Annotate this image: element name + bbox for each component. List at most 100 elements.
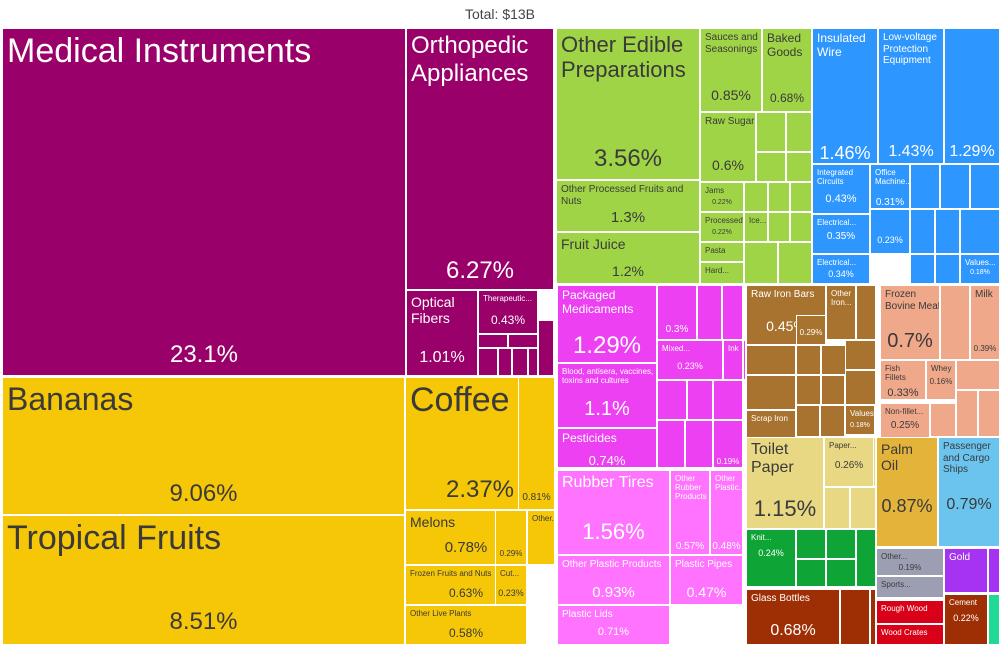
treemap-tile-0-19[interactable]: 0.19% [713, 420, 743, 468]
treemap-tile-pesticides[interactable]: Pesticides 0.74% [557, 428, 657, 468]
treemap-tile-ink[interactable]: Ink [723, 340, 743, 380]
treemap-tile-cut[interactable]: Cut... 0.23% [495, 565, 527, 605]
treemap-tile-0-3[interactable]: 0.3% [657, 285, 697, 340]
treemap-tile-wood-crates[interactable]: Wood Crates [876, 624, 944, 645]
treemap-tile-other-plastic-products[interactable]: Other Plastic Products 0.93% [557, 555, 670, 605]
treemap-tile-whey[interactable]: Whey 0.16% [926, 360, 956, 400]
treemap-tile-palm-oil[interactable]: Palm Oil 0.87% [876, 437, 938, 547]
treemap-tile-cement[interactable]: Cement 0.22% [944, 594, 988, 645]
tile-value: 1.56% [582, 519, 645, 544]
treemap-tile-raw-sugar[interactable]: Raw Sugar 0.6% [700, 112, 756, 182]
treemap-tile-mixed[interactable]: Mixed... 0.23% [657, 340, 723, 380]
treemap-tile-plastic-lids[interactable]: Plastic Lids 0.71% [557, 605, 670, 645]
treemap-tile-passenger-and-cargo-ships[interactable]: Passenger and Cargo Ships 0.79% [938, 437, 1000, 547]
tile-label: Baked Goods [767, 31, 803, 59]
treemap-subtile [756, 152, 786, 182]
treemap-subtile [796, 405, 820, 437]
treemap-tile-glass-bottles[interactable]: Glass Bottles 0.68% [746, 589, 840, 645]
treemap-tile-other[interactable]: Other... [527, 510, 555, 565]
treemap-tile-low-voltage-protection-equipment[interactable]: Low-voltage Protection Equipment 1.43% [878, 28, 944, 164]
tile-value: 0.7% [887, 330, 933, 352]
treemap-tile-toilet-paper[interactable]: Toilet Paper 1.15% [746, 437, 824, 529]
treemap-tile-baked-goods[interactable]: Baked Goods 0.68% [762, 28, 812, 112]
tile-label: Raw Sugar [705, 116, 755, 127]
treemap-subtile [538, 320, 554, 376]
treemap-tile-optical-fibers[interactable]: Optical Fibers 1.01% [406, 290, 478, 376]
treemap-tile-rubber-tires[interactable]: Rubber Tires 1.56% [557, 470, 670, 555]
treemap-tile-tropical-fruits[interactable]: Tropical Fruits 8.51% [2, 515, 405, 645]
treemap-tile-fish-fillets[interactable]: Fish Fillets 0.33% [880, 360, 926, 400]
treemap-tile-sauces-and-seasonings[interactable]: Sauces and Seasonings 0.85% [700, 28, 762, 112]
treemap-tile-orthopedic-appliances[interactable]: Orthopedic Appliances 6.27% [406, 28, 554, 290]
treemap-tile-integrated-circuits[interactable]: Integrated Circuits 0.43% [812, 164, 870, 214]
tile-label: Palm Oil [881, 441, 913, 474]
treemap-tile-hard[interactable]: Hard... [700, 262, 744, 284]
treemap-tile-frozen-bovine-meat[interactable]: Frozen Bovine Meat 0.7% [880, 285, 940, 360]
treemap-tile-values[interactable]: Values... 0.18% [845, 405, 875, 435]
treemap-tile-0-81[interactable]: 0.81% [518, 377, 555, 510]
treemap-subtile [796, 345, 821, 375]
treemap-tile-0-29[interactable]: 0.29% [495, 510, 527, 565]
treemap-subtile [956, 390, 978, 437]
tile-label: Non-fillet... [885, 407, 924, 416]
treemap-subtile [820, 405, 845, 437]
treemap-tile-gold[interactable]: Gold [944, 548, 988, 593]
treemap-subtile [768, 182, 790, 212]
treemap-tile-other-edible-preparations[interactable]: Other Edible Preparations 3.56% [556, 28, 700, 180]
treemap-subtile [478, 348, 498, 376]
treemap-subtile [756, 112, 786, 152]
tile-label: Hard... [705, 266, 730, 275]
treemap-tile-other-processed-fruits-and-nuts[interactable]: Other Processed Fruits and Nuts 1.3% [556, 180, 700, 232]
treemap-tile-paper[interactable]: Paper... 0.26% [824, 437, 874, 487]
treemap-tile-scrap-iron[interactable]: Scrap Iron [746, 410, 796, 440]
treemap-tile-packaged-medicaments[interactable]: Packaged Medicaments 1.29% [557, 285, 657, 363]
treemap-subtile [786, 152, 812, 182]
treemap-tile-non-fillet[interactable]: Non-fillet... 0.25% [880, 403, 930, 438]
treemap-tile-processed[interactable]: Processed... 0.22% [700, 212, 744, 242]
treemap-tile-rough-wood[interactable]: Rough Wood [876, 600, 944, 624]
treemap-tile-ice[interactable]: Ice... [744, 212, 768, 242]
tile-label: Low-voltage Protection Equipment [883, 32, 937, 66]
treemap-tile-milk[interactable]: Milk 0.39% [970, 285, 1000, 360]
treemap-tile-office-machine[interactable]: Office Machine... 0.31% [870, 164, 910, 209]
treemap-tile-1-29[interactable]: 1.29% [944, 28, 1000, 164]
treemap-tile-fruit-juice[interactable]: Fruit Juice 1.2% [556, 232, 700, 284]
treemap-subtile [508, 334, 538, 348]
treemap-tile-electrical[interactable]: Electrical... 0.34% [812, 254, 870, 284]
tile-value: 1.29% [572, 332, 642, 359]
tile-value: 0.6% [712, 157, 744, 173]
tile-value: 0.81% [522, 492, 551, 503]
treemap-tile-pasta[interactable]: Pasta [700, 242, 744, 262]
treemap-tile-bananas[interactable]: Bananas 9.06% [2, 377, 405, 515]
treemap-tile-blood-antisera-vaccines-toxins-and-cultures[interactable]: Blood, antisera, vaccines, toxins and cu… [557, 363, 657, 428]
treemap-subtile [790, 182, 812, 212]
tile-value: 0.93% [592, 584, 635, 601]
treemap-tile-other-rubber-products[interactable]: Other Rubber Products 0.57% [670, 470, 710, 555]
treemap-tile-insulated-wire[interactable]: Insulated Wire 1.46% [812, 28, 878, 164]
treemap-tile-other[interactable]: Other... 0.19% [876, 548, 944, 576]
tile-value: 0.31% [875, 197, 905, 208]
treemap-subtile [768, 212, 790, 242]
treemap-tile-electrical[interactable]: Electrical... 0.35% [812, 214, 870, 254]
treemap-tile-therapeutic[interactable]: Therapeutic... 0.43% [478, 290, 538, 334]
treemap-tile-sports[interactable]: Sports... [876, 576, 944, 598]
treemap-subtile [722, 285, 743, 340]
treemap-tile-jams[interactable]: Jams 0.22% [700, 182, 744, 212]
treemap-tile-0-23[interactable]: 0.23% [870, 209, 910, 254]
tile-value: 0.16% [929, 377, 953, 386]
tile-value: 0.45% [766, 318, 806, 334]
tile-label: Medical Instruments [7, 32, 312, 70]
treemap-subtile [826, 559, 856, 587]
treemap-tile-medical-instruments[interactable]: Medical Instruments 23.1% [2, 28, 406, 376]
treemap-tile-other-live-plants[interactable]: Other Live Plants 0.58% [405, 605, 527, 645]
treemap-tile-other-iron[interactable]: Other Iron... [826, 285, 856, 340]
treemap-subtile [956, 360, 1000, 390]
chart-title: Total: $13B [464, 6, 536, 22]
treemap-tile-0-29[interactable]: 0.29% [796, 315, 826, 345]
treemap-tile-knit[interactable]: Knit... 0.24% [746, 529, 796, 587]
tile-value: 0.63% [448, 586, 484, 600]
treemap-tile-other-plastic[interactable]: Other Plastic... 0.48% [710, 470, 743, 555]
treemap-tile-values[interactable]: Values... 0.18% [960, 254, 1000, 284]
treemap-tile-plastic-pipes[interactable]: Plastic Pipes 0.47% [670, 555, 743, 605]
tile-value: 0.22% [712, 229, 732, 236]
